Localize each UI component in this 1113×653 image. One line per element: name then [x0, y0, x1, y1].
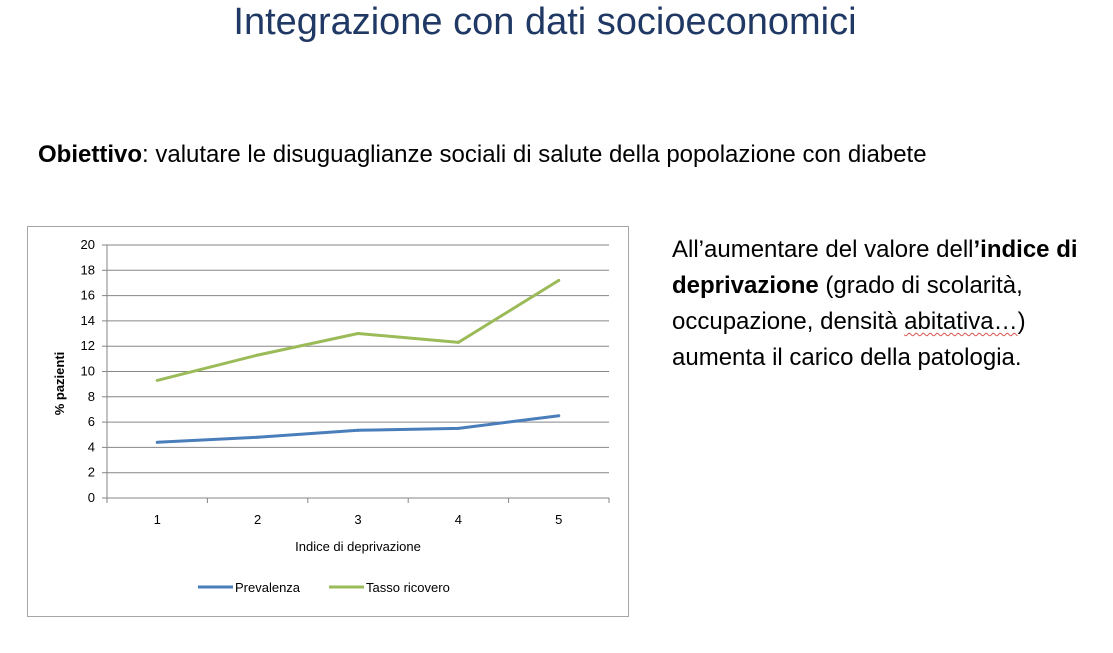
ytick-label-18: 18 [81, 262, 95, 277]
ytick-label-12: 12 [81, 338, 95, 353]
side-text-bold: ’indice di deprivazione [672, 236, 1078, 299]
data-point-prevalenza-2 [256, 435, 260, 439]
legend-label-prevalenza: Prevalenza [235, 580, 301, 595]
side-description: All’aumentare del valore dell’indice di … [672, 232, 1112, 376]
data-point-tasso-ricovero-4 [456, 340, 460, 344]
objective-line: Obiettivo: valutare le disuguaglianze so… [38, 141, 927, 169]
side-text-part1: All’aumentare del valore dell [672, 236, 974, 263]
ytick-label-16: 16 [81, 288, 95, 303]
xtick-label-4: 4 [455, 512, 462, 527]
ytick-label-0: 0 [88, 490, 95, 505]
data-point-prevalenza-5 [557, 414, 561, 418]
ytick-label-10: 10 [81, 364, 95, 379]
y-axis-title: % pazienti [52, 352, 67, 416]
ytick-label-4: 4 [88, 439, 95, 454]
data-point-prevalenza-3 [356, 428, 360, 432]
data-point-tasso-ricovero-1 [155, 378, 159, 382]
slide-title: Integrazione con dati socioeconomici [233, 1, 857, 43]
ytick-label-6: 6 [88, 414, 95, 429]
data-point-prevalenza-1 [155, 440, 159, 444]
xtick-label-2: 2 [254, 512, 261, 527]
xtick-label-3: 3 [354, 512, 361, 527]
ytick-label-20: 20 [81, 237, 95, 252]
side-text-spellcheck-word: abitativa… [904, 308, 1018, 335]
side-text-part5: ) aumenta il carico della patologia. [672, 308, 1026, 371]
objective-label: Obiettivo [38, 141, 143, 168]
ytick-label-14: 14 [81, 313, 95, 328]
objective-text: : valutare le disuguaglianze sociali di … [142, 141, 927, 168]
ytick-label-8: 8 [88, 389, 95, 404]
x-axis-title: Indice di deprivazione [295, 539, 421, 554]
side-text-part3: (grado di scolarità, occupazione, densit… [672, 272, 1023, 335]
data-point-prevalenza-4 [456, 426, 460, 430]
legend-label-tasso-ricovero: Tasso ricovero [366, 580, 450, 595]
xtick-label-1: 1 [154, 512, 161, 527]
line-chart: 0 2 4 6 8 10 12 14 16 18 20 1 2 3 4 5 Indice di deprivaz… [27, 226, 629, 617]
data-point-tasso-ricovero-2 [256, 353, 260, 357]
ytick-label-2: 2 [88, 465, 95, 480]
data-point-tasso-ricovero-3 [356, 332, 360, 336]
data-point-tasso-ricovero-5 [557, 278, 561, 282]
xtick-label-5: 5 [555, 512, 562, 527]
